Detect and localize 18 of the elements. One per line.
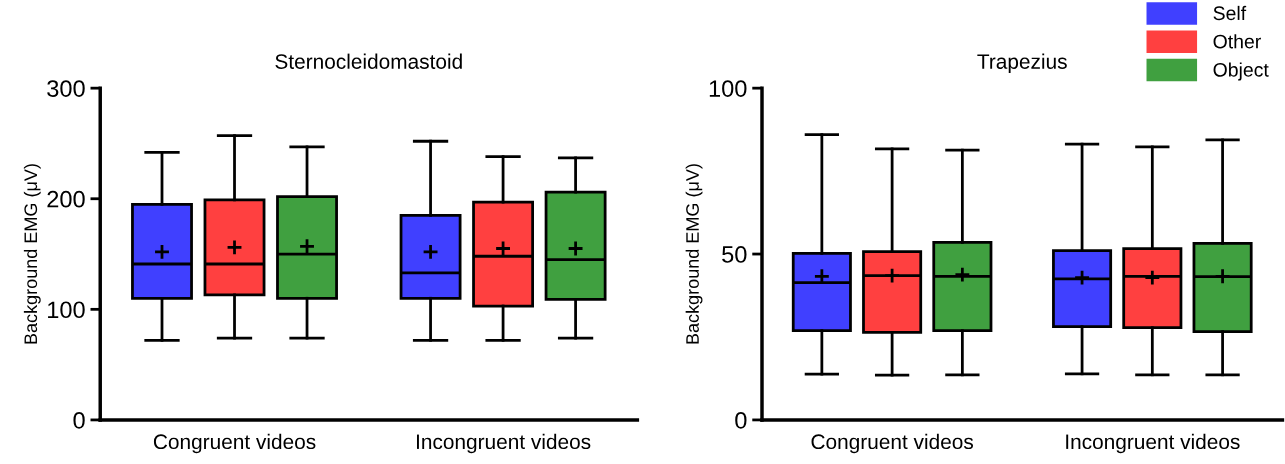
y-tick-label: 100: [709, 80, 747, 97]
x-tick-label: Congruent videos: [811, 433, 974, 454]
y-tick-label: 300: [47, 80, 85, 97]
legend-label: Self: [1213, 5, 1247, 21]
x-tick-label: Incongruent videos: [416, 433, 591, 454]
x-tick-label: Incongruent videos: [1066, 433, 1240, 454]
y-tick-label: 0: [73, 411, 85, 429]
chart-title: Trapezius: [977, 53, 1067, 74]
legend-label: Object: [1213, 62, 1269, 81]
x-tick-label: Congruent videos: [153, 433, 316, 454]
y-tick-label: 200: [47, 190, 85, 208]
y-tick-label: 0: [735, 411, 747, 429]
y-tick-label: 50: [722, 246, 747, 263]
chart-title: Sternocleidomastoid: [275, 53, 462, 69]
legend-label: Other: [1213, 34, 1261, 49]
y-axis-title: Background EMG (μV): [23, 164, 41, 344]
y-tick-label: 100: [48, 301, 85, 319]
y-axis-title: Background EMG (μV): [685, 164, 703, 344]
